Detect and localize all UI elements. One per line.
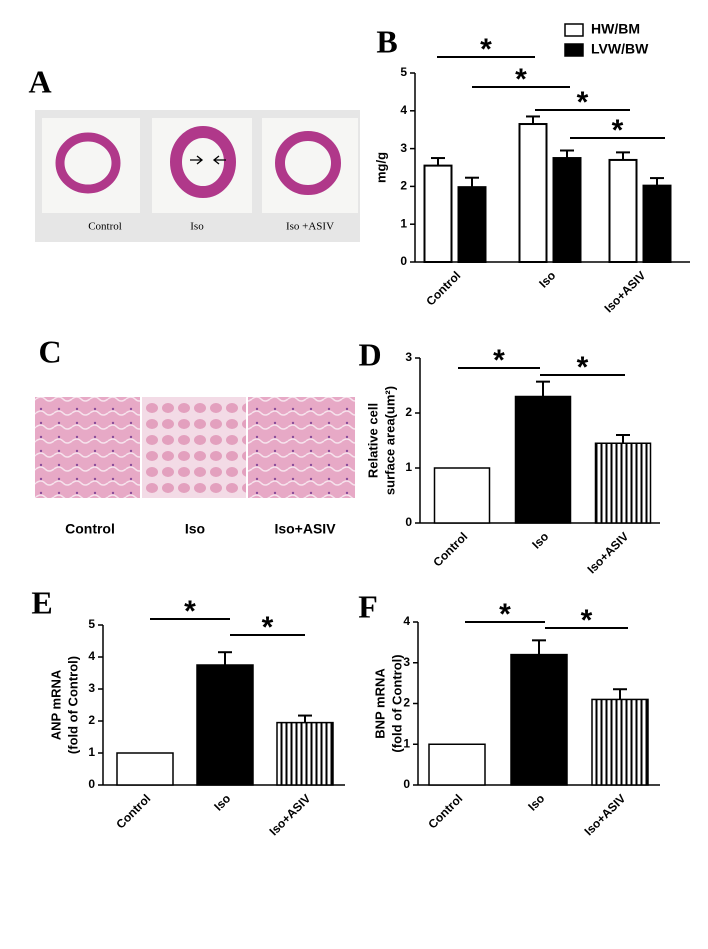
y-tick-label: 0 (400, 254, 407, 268)
y-axis-label: (fold of Control) (65, 656, 80, 754)
bar (423, 164, 453, 263)
y-tick-label: 1 (405, 460, 412, 474)
x-tick-label: Control (113, 791, 153, 831)
x-tick-label: Iso+ASIV (584, 529, 631, 576)
chart-panel: D 0 1 2 3 Relative cell surface area(um²) Contr… (358, 336, 660, 576)
y-tick-label: 3 (88, 681, 95, 695)
bar (594, 442, 652, 524)
bar (552, 157, 582, 263)
bar (196, 664, 254, 786)
bar (518, 123, 548, 263)
legend-swatch (564, 23, 584, 37)
y-tick-label: 1 (400, 216, 407, 230)
y-axis-label: Relative cell (365, 403, 380, 478)
histology-image (35, 397, 140, 498)
x-tick-label: Iso (529, 529, 551, 551)
bar (433, 467, 491, 524)
image-caption: Iso+ASIV (274, 521, 336, 537)
x-tick-label: Iso+ASIV (266, 791, 313, 838)
significance-star: * (577, 86, 589, 119)
y-tick-label: 2 (405, 405, 412, 419)
legend-label: HW/BM (591, 21, 640, 37)
panel-label: C (38, 333, 61, 369)
y-tick-label: 0 (88, 777, 95, 791)
image-caption: Iso (185, 521, 205, 537)
image-panel-c (35, 397, 355, 498)
x-tick-label: Control (430, 529, 470, 569)
y-axis-label: (fold of Control) (389, 654, 404, 752)
chart-panel: B 0 1 2 3 4 5 mg/g Control Iso Iso+ASIV HW/BM LVW/BW… (373, 21, 690, 315)
y-tick-label: 5 (400, 65, 407, 79)
image-caption: Iso (190, 221, 204, 233)
significance-star: * (499, 598, 511, 631)
panel-label: F (358, 588, 378, 624)
y-tick-label: 2 (88, 713, 95, 727)
y-tick-label: 3 (405, 350, 412, 364)
heart-section (170, 126, 236, 198)
heart-section (55, 132, 121, 194)
y-tick-label: 1 (403, 736, 410, 750)
x-tick-label: Iso (211, 791, 233, 813)
legend-swatch (564, 43, 584, 57)
bar (457, 186, 487, 264)
y-tick-label: 0 (405, 515, 412, 529)
y-tick-label: 3 (403, 655, 410, 669)
y-tick-label: 5 (88, 617, 95, 631)
y-tick-label: 4 (400, 103, 407, 117)
x-tick-label: Iso (525, 791, 547, 813)
image-caption: Iso +ASIV (286, 221, 334, 233)
bar (514, 395, 572, 524)
x-tick-label: Iso+ASIV (581, 791, 628, 838)
y-axis-label: BNP mRNA (372, 668, 387, 739)
bar (116, 752, 174, 786)
bar (428, 743, 486, 786)
panel-label: D (358, 336, 381, 372)
significance-star: * (581, 604, 593, 637)
x-tick-label: Iso (536, 268, 558, 290)
image-caption: Control (65, 521, 115, 537)
bar (608, 158, 638, 263)
panel-label: A (28, 63, 51, 99)
image-panel-a (35, 110, 360, 242)
y-tick-label: 2 (400, 179, 407, 193)
x-tick-label: Control (423, 268, 463, 308)
image-caption: Control (88, 221, 122, 233)
y-tick-label: 1 (88, 745, 95, 759)
y-axis-label: mg/g (373, 152, 388, 183)
significance-star: * (577, 351, 589, 384)
chart-panel: E 0 1 2 3 4 5 ANP mRNA (fold of Control) Control I… (31, 584, 345, 838)
histology-image (248, 397, 355, 498)
significance-star: * (480, 33, 492, 66)
y-tick-label: 4 (403, 614, 410, 628)
bar (642, 184, 672, 263)
significance-star: * (184, 595, 196, 628)
x-tick-label: Control (425, 791, 465, 831)
y-tick-label: 0 (403, 777, 410, 791)
y-tick-label: 2 (403, 696, 410, 710)
legend-label: LVW/BW (591, 41, 649, 57)
significance-star: * (612, 114, 624, 147)
significance-star: * (262, 611, 274, 644)
panel-label: E (31, 584, 52, 620)
chart-panel: F 0 1 2 3 4 BNP mRNA (fold of Control) Control Is… (358, 588, 660, 838)
significance-star: * (493, 344, 505, 377)
y-axis-label: surface area(um²) (382, 386, 397, 495)
bar (276, 721, 334, 786)
bar (510, 653, 568, 786)
panel-label: B (376, 23, 397, 59)
significance-star: * (515, 63, 527, 96)
heart-section (275, 131, 341, 195)
y-tick-label: 3 (400, 141, 407, 155)
arrow (190, 155, 226, 165)
y-axis-label: ANP mRNA (48, 669, 63, 740)
x-tick-label: Iso+ASIV (601, 268, 648, 315)
histology-image (142, 397, 246, 498)
bar (591, 698, 649, 786)
y-tick-label: 4 (88, 649, 95, 663)
